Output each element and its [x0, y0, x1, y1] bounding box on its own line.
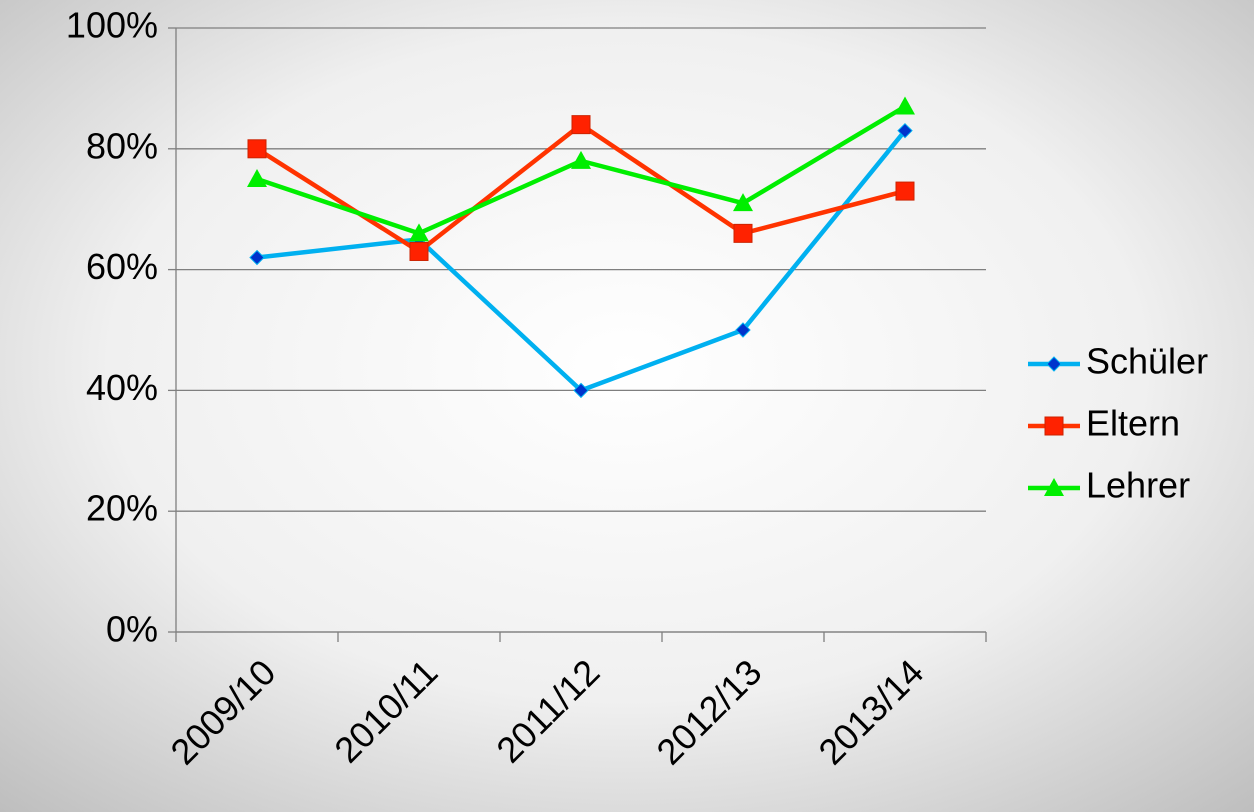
marker	[1044, 416, 1064, 436]
marker	[247, 139, 267, 159]
marker	[1046, 356, 1062, 372]
marker	[247, 169, 267, 187]
marker	[571, 150, 591, 169]
legend-label: Schüler	[1086, 341, 1208, 382]
marker	[409, 223, 429, 242]
y-tick-label: 60%	[86, 246, 158, 287]
marker	[733, 223, 753, 243]
marker	[573, 382, 589, 399]
marker	[249, 249, 265, 266]
y-tick-label: 40%	[86, 367, 158, 408]
y-tick-label: 100%	[66, 5, 158, 46]
marker	[895, 96, 915, 115]
marker	[733, 193, 753, 212]
marker	[895, 181, 915, 201]
y-tick-label: 80%	[86, 125, 158, 166]
marker	[735, 322, 751, 338]
y-tick-label: 20%	[86, 488, 158, 529]
legend-label: Lehrer	[1086, 465, 1190, 506]
marker	[1044, 478, 1064, 496]
y-tick-label: 0%	[106, 609, 158, 650]
marker	[409, 241, 429, 261]
marker	[897, 122, 913, 139]
marker	[571, 115, 591, 135]
legend-label: Eltern	[1086, 403, 1180, 444]
